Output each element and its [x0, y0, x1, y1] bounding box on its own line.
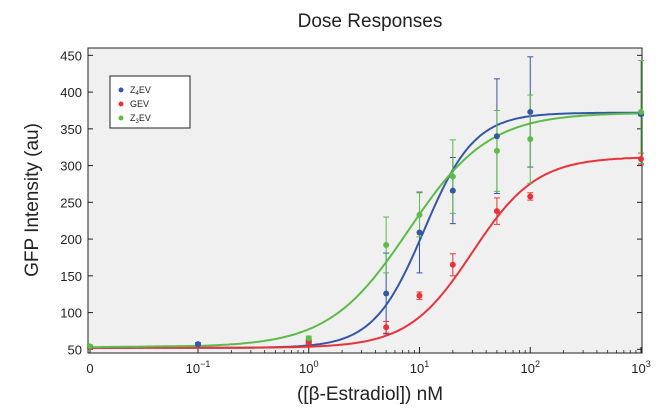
- x-tick-label: 101: [410, 359, 429, 376]
- data-point: [305, 335, 312, 342]
- data-point: [195, 341, 201, 348]
- chart-title: Dose Responses: [298, 11, 443, 32]
- data-point: [493, 133, 500, 140]
- data-point: [638, 108, 644, 115]
- legend-label: GEV: [130, 99, 149, 109]
- data-point: [527, 108, 534, 115]
- fit-curve: [90, 112, 640, 349]
- data-point: [416, 211, 423, 218]
- data-point: [449, 187, 456, 194]
- y-tick-label: 200: [60, 232, 82, 247]
- legend-marker: [118, 115, 124, 121]
- legend-marker: [118, 101, 124, 107]
- legend-label: Z4EV: [130, 85, 151, 97]
- data-point: [416, 229, 423, 236]
- x-tick-label: 102: [521, 359, 540, 376]
- data-point: [527, 136, 534, 143]
- y-tick-label: 300: [60, 159, 82, 174]
- y-tick-label: 150: [60, 269, 82, 284]
- legend: Z4EV GEV Z3EV: [109, 75, 191, 129]
- data-point: [449, 173, 456, 180]
- y-tick-label: 250: [60, 195, 82, 210]
- data-point: [449, 261, 456, 268]
- data-point: [493, 208, 500, 215]
- data-point: [416, 292, 423, 299]
- x-tick-label: 103: [631, 359, 650, 376]
- legend-box: [109, 75, 191, 129]
- x-axis-label: ([β-Estradiol]) nM: [297, 384, 443, 405]
- y-tick-label: 450: [60, 48, 82, 63]
- data-point: [493, 147, 500, 154]
- x-tick-label: 10−1: [186, 359, 211, 376]
- data-point: [638, 155, 644, 162]
- x-tick-label: 100: [299, 359, 318, 376]
- y-tick-label: 50: [68, 342, 82, 357]
- y-tick-label: 400: [60, 85, 82, 100]
- y-tick-label: 350: [60, 122, 82, 137]
- fit-curves: [90, 111, 641, 349]
- data-point: [383, 290, 390, 297]
- data-points: [87, 108, 644, 351]
- y-axis-label: GFP Intensity (au): [22, 123, 43, 277]
- fit-curve: [90, 156, 641, 349]
- data-point: [87, 343, 93, 350]
- data-point: [383, 324, 390, 331]
- x-tick-label: 0: [86, 361, 93, 376]
- data-point: [305, 339, 312, 346]
- y-axis: 50 100 150 200 250 300 350 400 450: [60, 48, 642, 357]
- legend-label: Z3EV: [130, 113, 151, 125]
- y-tick-label: 100: [60, 306, 82, 321]
- data-point: [527, 193, 534, 200]
- legend-marker: [118, 87, 124, 93]
- data-point: [383, 241, 390, 248]
